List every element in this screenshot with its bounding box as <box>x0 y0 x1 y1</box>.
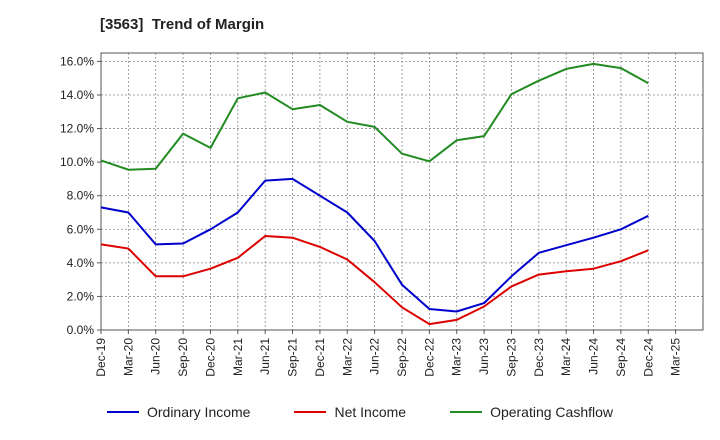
x-tick-label: Sep-23 <box>504 338 518 377</box>
y-tick-label: 10.0% <box>60 155 94 169</box>
x-tick-label: Sep-20 <box>176 338 190 377</box>
legend-swatch <box>294 411 327 413</box>
legend-item: Operating Cashflow <box>450 404 613 420</box>
series-layer <box>100 62 649 326</box>
y-tick-label: 6.0% <box>67 222 95 236</box>
x-tick-label: Jun-21 <box>258 338 272 375</box>
x-tick-label: Sep-24 <box>614 338 628 377</box>
y-tick-label: 4.0% <box>67 256 95 270</box>
x-axis: Dec-19 Mar-20 Jun-20 Sep-20 Dec-20 Mar-21 Jun-… <box>94 330 683 377</box>
x-tick-label: Dec-23 <box>532 338 546 377</box>
x-tick-label: Sep-22 <box>395 338 409 377</box>
y-tick-label: 0.0% <box>67 323 95 337</box>
y-tick-label: 16.0% <box>60 54 94 68</box>
x-tick-label: Dec-21 <box>313 338 327 377</box>
legend-label: Ordinary Income <box>146 404 251 420</box>
legend: Ordinary Income Net Income Operating Cashf… <box>0 404 720 420</box>
x-tick-label: Dec-22 <box>422 338 436 377</box>
x-tick-label: Jun-23 <box>477 338 491 375</box>
y-tick-label: 12.0% <box>60 122 94 136</box>
legend-swatch <box>106 411 139 413</box>
series-line-1 <box>100 235 649 326</box>
y-tick-label: 2.0% <box>67 289 95 303</box>
x-tick-label: Dec-19 <box>94 338 108 377</box>
series-line-2 <box>100 62 649 171</box>
x-tick-label: Mar-20 <box>121 338 135 376</box>
x-tick-label: Mar-24 <box>559 338 573 376</box>
x-tick-label: Jun-24 <box>587 338 601 375</box>
x-tick-label: Jun-20 <box>149 338 163 375</box>
legend-label: Operating Cashflow <box>490 404 614 420</box>
legend-item: Net Income <box>294 404 406 420</box>
legend-swatch <box>450 411 483 413</box>
y-tick-label: 8.0% <box>67 189 95 203</box>
y-axis: 0.0% 2.0% 4.0% 6.0% 8.0% 10.0% 12.0% 14.0% 16.0% <box>60 54 101 337</box>
legend-label: Net Income <box>334 404 407 420</box>
chart-title: [3563] Trend of Margin <box>100 16 265 33</box>
x-tick-label: Dec-24 <box>641 338 655 377</box>
series-line-0 <box>100 177 649 313</box>
legend-item: Ordinary Income <box>106 404 251 420</box>
x-tick-label: Jun-22 <box>368 338 382 375</box>
x-tick-label: Mar-25 <box>669 338 683 376</box>
y-tick-label: 14.0% <box>60 88 94 102</box>
x-tick-label: Mar-21 <box>231 338 245 376</box>
x-tick-label: Mar-23 <box>450 338 464 376</box>
x-tick-label: Dec-20 <box>203 338 217 377</box>
x-tick-label: Mar-22 <box>340 338 354 376</box>
grid-layer <box>101 53 703 331</box>
x-tick-label: Sep-21 <box>286 338 300 377</box>
